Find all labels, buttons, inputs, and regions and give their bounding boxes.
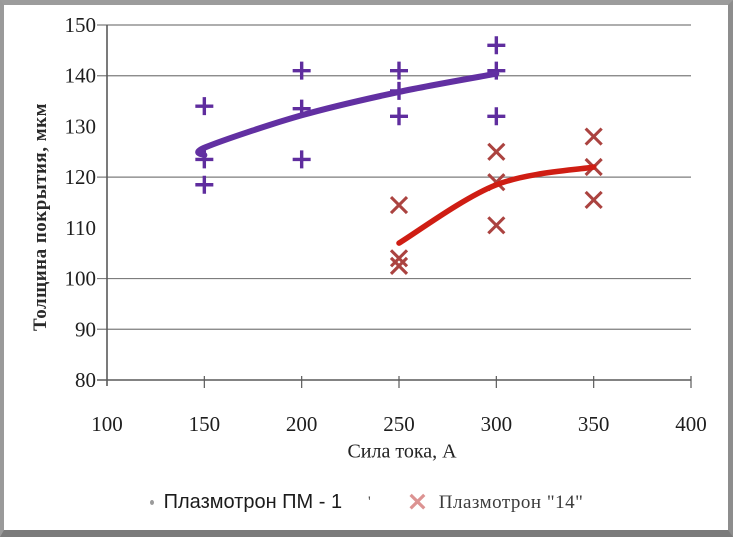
marker-plus-s0 [487,36,506,55]
x-marker-icon: × [406,485,429,517]
trend-line-s0 [195,70,500,159]
x-tick-label-350: 350 [578,412,610,436]
legend-item-pm1: Плазмотрон ПМ - 1 [149,491,343,514]
marker-x-s1 [584,127,603,146]
y-tick-label-120: 120 [65,165,97,189]
marker-x-s1 [487,142,506,161]
y-tick-label-100: 100 [65,267,97,291]
legend-label-14: Плазмотрон "14" [438,491,584,513]
marker-x-s1 [584,190,603,210]
marker-plus-s0 [487,107,506,126]
marker-x-s1 [389,249,409,268]
scan-artifact-mark: ' [368,494,371,510]
y-tick-label-90: 90 [75,317,96,341]
marker-x-s1 [389,256,409,275]
chart-legend: Плазмотрон ПМ - 1 × Плазмотрон "14" [4,485,728,517]
marker-plus-s0 [292,150,311,169]
y-tick-label-150: 150 [65,13,97,37]
x-axis-title: Сила тока, А [347,440,457,463]
y-tick-label-80: 80 [75,368,96,392]
marker-x-s1 [487,216,506,235]
x-tick-label-300: 300 [481,412,513,436]
x-tick-label-200: 200 [286,412,318,436]
dot-icon [149,500,154,505]
y-tick-label-140: 140 [65,64,97,88]
x-tick-label-150: 150 [189,412,221,436]
y-tick-label-110: 110 [65,216,96,240]
legend-label-pm1: Плазмотрон ПМ - 1 [163,491,343,513]
marker-x-s1 [389,195,409,215]
x-tick-label-400: 400 [675,412,707,436]
y-tick-label-130: 130 [65,114,97,138]
legend-item-14: × Плазмотрон "14" [406,485,584,517]
trend-line-s1 [396,164,597,246]
x-tick-label-100: 100 [91,412,123,436]
x-tick-label-250: 250 [383,412,415,436]
marker-plus-s0 [195,175,214,194]
marker-plus-s0 [195,97,214,116]
marker-plus-s0 [390,61,408,80]
marker-plus-s0 [390,107,408,126]
y-axis-title: Толщина покрытия, мкм [30,102,51,332]
marker-plus-s0 [292,61,311,80]
